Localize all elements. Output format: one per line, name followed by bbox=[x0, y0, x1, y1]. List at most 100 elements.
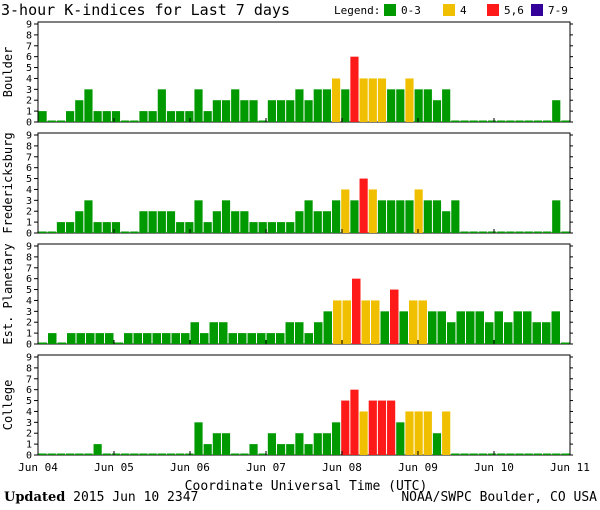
k-index-bar bbox=[432, 433, 442, 455]
k-index-bar bbox=[451, 200, 460, 233]
k-index-bar bbox=[48, 333, 57, 344]
y-tick-label: 9 bbox=[26, 353, 32, 364]
k-index-bar bbox=[350, 56, 359, 122]
k-index-bar bbox=[276, 444, 286, 455]
k-index-bar-zero bbox=[506, 120, 515, 122]
y-tick-label: 9 bbox=[26, 131, 32, 142]
k-index-bar bbox=[371, 300, 380, 344]
k-index-bar-zero bbox=[524, 231, 533, 233]
date-tick-label: Jun 06 bbox=[170, 461, 210, 474]
k-index-bar bbox=[240, 211, 249, 233]
k-index-bar-zero bbox=[497, 453, 506, 455]
date-tick-label: Jun 07 bbox=[246, 461, 286, 474]
y-tick-label: 3 bbox=[26, 307, 32, 318]
k-index-bar bbox=[267, 100, 276, 122]
panel-frame bbox=[37, 132, 571, 234]
k-index-bar-zero bbox=[130, 453, 139, 455]
k-index-bar bbox=[286, 222, 295, 233]
k-index-bar bbox=[111, 222, 121, 233]
k-index-bar bbox=[396, 89, 405, 122]
k-index-bar-zero bbox=[121, 120, 130, 122]
k-index-bar bbox=[342, 300, 351, 344]
k-index-bar bbox=[423, 200, 432, 233]
k-index-bar bbox=[332, 78, 341, 122]
k-index-bar-zero bbox=[561, 342, 570, 344]
k-index-bar bbox=[414, 189, 423, 233]
k-index-bar bbox=[432, 200, 442, 233]
k-index-bar bbox=[387, 200, 396, 233]
k-index-bar-zero bbox=[139, 453, 148, 455]
k-index-bar bbox=[209, 322, 218, 344]
y-tick-label: 7 bbox=[26, 263, 32, 274]
k-index-bar bbox=[38, 111, 47, 122]
station-label: College bbox=[1, 380, 15, 431]
k-index-bar-zero bbox=[533, 120, 542, 122]
k-index-bar bbox=[377, 78, 387, 122]
k-index-bar bbox=[313, 211, 322, 233]
k-index-bar-zero bbox=[157, 453, 166, 455]
k-index-bar bbox=[185, 111, 194, 122]
legend-label-2: 4 bbox=[460, 4, 467, 17]
y-tick-label: 2 bbox=[26, 207, 32, 218]
k-index-bar-zero bbox=[148, 453, 157, 455]
k-index-bar bbox=[504, 322, 513, 344]
k-index-bar bbox=[523, 311, 532, 344]
k-index-bar-zero bbox=[114, 342, 123, 344]
station-label: Fredericksburg bbox=[1, 132, 15, 233]
k-index-bar-zero bbox=[524, 453, 533, 455]
legend-swatch-1 bbox=[384, 4, 396, 16]
k-index-bar-zero bbox=[166, 453, 176, 455]
k-index-bar-zero bbox=[56, 453, 66, 455]
k-index-bar bbox=[466, 311, 475, 344]
y-tick-label: 8 bbox=[26, 363, 32, 374]
k-index-bar bbox=[390, 289, 399, 344]
y-tick-label: 8 bbox=[26, 252, 32, 263]
y-tick-label: 4 bbox=[26, 296, 32, 307]
chart-title: 3-hour K-indices for Last 7 days bbox=[1, 1, 290, 19]
k-index-bar bbox=[304, 444, 313, 455]
date-tick-label: Jun 09 bbox=[398, 461, 438, 474]
k-index-bar bbox=[162, 333, 171, 344]
k-index-bar bbox=[249, 444, 258, 455]
k-index-bar-zero bbox=[176, 453, 185, 455]
k-index-bar-zero bbox=[460, 453, 469, 455]
k-index-bar bbox=[552, 200, 561, 233]
k-index-bar bbox=[249, 222, 258, 233]
k-index-bar bbox=[266, 333, 275, 344]
k-index-bar-zero bbox=[469, 231, 478, 233]
k-index-bar bbox=[368, 189, 377, 233]
k-index-bar bbox=[322, 89, 332, 122]
k-index-bar bbox=[428, 311, 437, 344]
k-index-bar-zero bbox=[487, 231, 497, 233]
k-index-bar bbox=[152, 333, 161, 344]
k-index-bar-zero bbox=[561, 453, 570, 455]
k-index-bar-zero bbox=[552, 453, 561, 455]
k-index-bar bbox=[418, 300, 427, 344]
k-index-bar bbox=[240, 100, 249, 122]
legend-title: Legend: bbox=[334, 4, 380, 17]
k-index-bar bbox=[313, 89, 322, 122]
legend-label-1: 0-3 bbox=[401, 4, 421, 17]
k-index-bar bbox=[332, 200, 341, 233]
k-index-bar bbox=[203, 222, 212, 233]
y-tick-label: 7 bbox=[26, 41, 32, 52]
k-index-bar-zero bbox=[47, 120, 56, 122]
k-index-bar-zero bbox=[130, 120, 139, 122]
y-tick-label: 0 bbox=[26, 229, 32, 240]
k-index-bar bbox=[368, 78, 377, 122]
k-index-bar-zero bbox=[130, 231, 139, 233]
k-index-bar-zero bbox=[451, 120, 460, 122]
k-index-bar-zero bbox=[478, 231, 487, 233]
k-index-bar bbox=[258, 222, 267, 233]
k-index-bar-zero bbox=[38, 453, 47, 455]
date-tick-label: Jun 05 bbox=[94, 461, 134, 474]
k-index-bar-zero bbox=[542, 453, 552, 455]
k-index-bar bbox=[442, 89, 451, 122]
k-index-bar bbox=[551, 311, 560, 344]
k-index-bar-zero bbox=[515, 231, 524, 233]
k-index-bar bbox=[295, 433, 304, 455]
k-index-bar bbox=[304, 333, 313, 344]
k-index-bar bbox=[56, 222, 66, 233]
k-index-bar bbox=[437, 311, 446, 344]
